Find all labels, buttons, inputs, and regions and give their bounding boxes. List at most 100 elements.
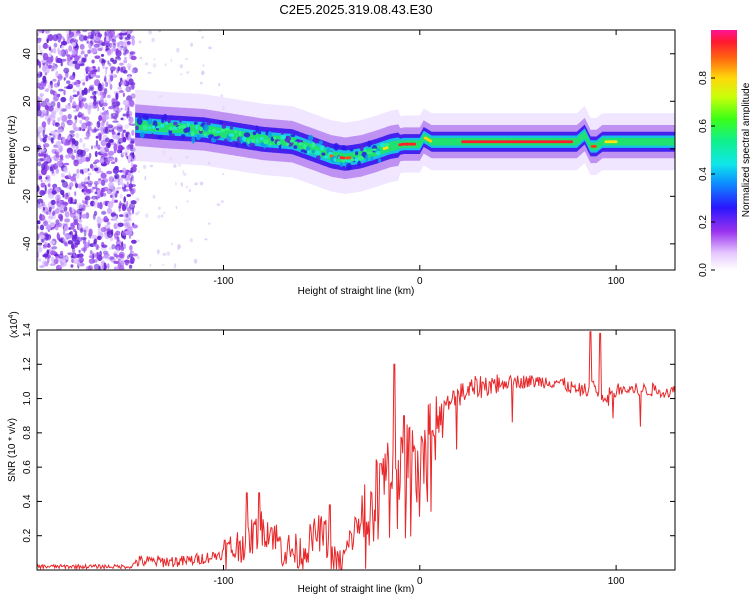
noise-speckle [101, 244, 108, 248]
noise-speckle [43, 68, 46, 75]
noise-speckle [39, 234, 45, 239]
noise-speckle [75, 104, 80, 112]
noise-speckle [53, 94, 59, 102]
spectral-blob [323, 155, 329, 159]
noise-speckle [113, 260, 120, 264]
noise-speckle [73, 159, 79, 167]
noise-speckle [125, 152, 128, 158]
noise-speckle [64, 211, 70, 218]
noise-speckle [126, 200, 129, 207]
noise-speckle [220, 200, 224, 204]
noise-speckle [164, 63, 167, 66]
spectral-blob [333, 143, 340, 151]
noise-speckle [37, 37, 42, 44]
noise-speckle [101, 111, 108, 119]
noise-speckle [63, 162, 70, 166]
noise-speckle [194, 182, 199, 186]
noise-speckle [122, 129, 127, 133]
noise-speckle [93, 200, 98, 208]
noise-speckle [222, 172, 225, 176]
noise-speckle [101, 42, 106, 47]
noise-speckle [100, 94, 104, 99]
noise-speckle [131, 239, 137, 244]
noise-speckle [88, 228, 93, 236]
noise-speckle [58, 110, 64, 116]
noise-speckle [73, 258, 79, 265]
noise-speckle [127, 231, 133, 237]
noise-speckle [56, 75, 63, 79]
noise-speckle [114, 157, 118, 163]
spectral-blob [293, 145, 298, 149]
noise-speckle [92, 66, 96, 69]
noise-speckle [60, 96, 67, 103]
noise-speckle [130, 162, 134, 168]
noise-speckle [77, 183, 84, 189]
noise-speckle [72, 173, 77, 177]
noise-speckle [104, 31, 107, 38]
noise-speckle [106, 230, 114, 238]
noise-speckle [79, 63, 85, 67]
noise-speckle [128, 213, 132, 222]
noise-speckle [157, 215, 161, 219]
spectral-peak [329, 154, 334, 158]
noise-speckle [42, 246, 47, 249]
spectral-blob [311, 149, 315, 154]
spectral-blob [247, 138, 251, 144]
noise-speckle [79, 43, 85, 50]
spectral-blob [217, 135, 221, 139]
noise-speckle [44, 241, 48, 247]
noise-speckle [121, 204, 127, 212]
noise-speckle [121, 231, 127, 236]
noise-speckle [48, 206, 52, 212]
noise-speckle [48, 215, 54, 220]
spectral-blob [255, 125, 259, 133]
noise-speckle [62, 238, 68, 242]
noise-speckle [108, 62, 112, 67]
noise-speckle [61, 136, 66, 143]
noise-speckle [100, 96, 105, 104]
noise-speckle [107, 201, 114, 209]
noise-speckle [72, 250, 76, 257]
noise-speckle [53, 132, 59, 137]
spectrogram-x-tick-label: 100 [608, 276, 625, 287]
noise-speckle [95, 100, 100, 105]
noise-speckle [121, 241, 124, 249]
noise-speckle [189, 238, 193, 243]
noise-speckle [111, 161, 116, 164]
noise-speckle [87, 172, 92, 176]
noise-speckle [112, 66, 117, 71]
noise-speckle [69, 75, 76, 81]
noise-speckle [179, 64, 184, 69]
noise-speckle [158, 30, 162, 33]
noise-speckle [65, 104, 72, 110]
spectral-blob [195, 134, 201, 141]
noise-speckle [110, 44, 116, 52]
noise-speckle [136, 255, 140, 260]
noise-speckle [37, 134, 42, 139]
scale-factor-exponent: 4 [8, 315, 15, 319]
noise-speckle [47, 176, 51, 181]
noise-speckle [135, 212, 139, 216]
noise-speckle [75, 171, 80, 179]
noise-speckle [58, 88, 64, 92]
noise-speckle [45, 60, 49, 66]
spectral-blob [168, 126, 173, 131]
noise-speckle [149, 164, 154, 168]
noise-speckle [137, 170, 141, 173]
noise-speckle [64, 241, 67, 246]
noise-speckle [107, 60, 110, 65]
noise-speckle [132, 67, 138, 74]
noise-speckle [129, 245, 133, 251]
noise-speckle [171, 242, 174, 246]
noise-speckle [62, 181, 68, 188]
noise-speckle [88, 239, 90, 247]
noise-speckle [50, 48, 53, 53]
noise-speckle [202, 64, 205, 67]
noise-speckle [120, 117, 124, 121]
noise-speckle [52, 34, 59, 42]
noise-speckle [39, 189, 46, 196]
noise-speckle [186, 200, 189, 203]
spectral-blob [272, 148, 278, 152]
noise-speckle [50, 251, 56, 256]
noise-speckle [129, 257, 136, 262]
